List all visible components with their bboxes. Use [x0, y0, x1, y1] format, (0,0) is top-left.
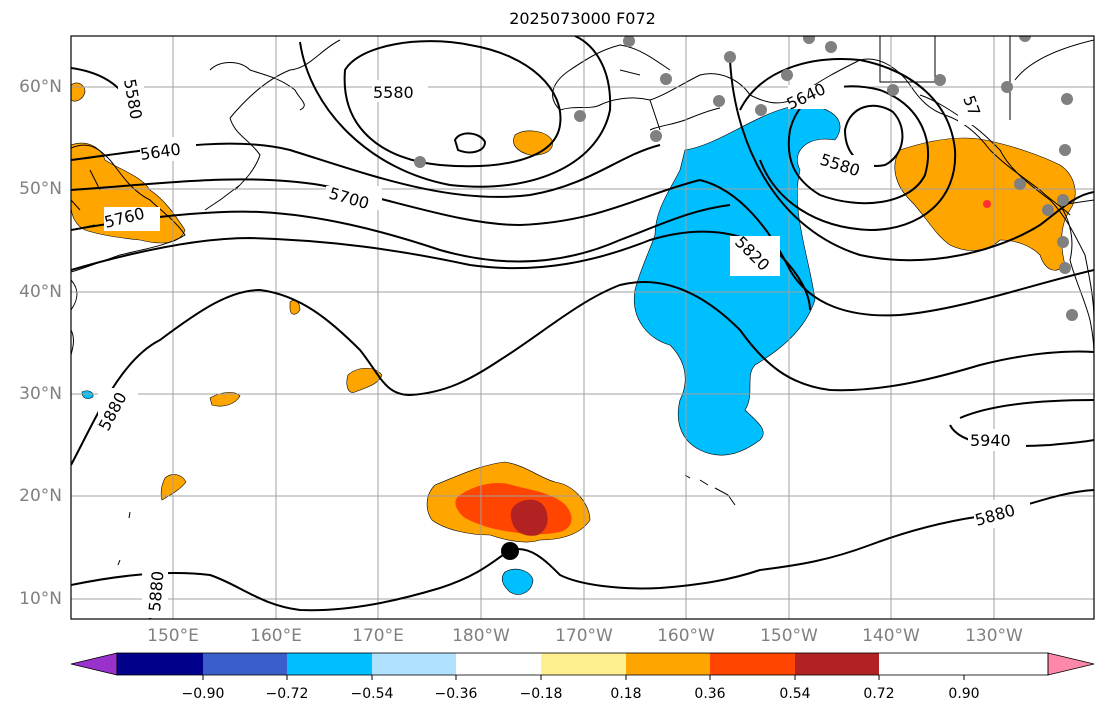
station-marker [887, 84, 899, 96]
contour-label: 5940 [970, 431, 1011, 450]
lat-label: 50°N [19, 179, 62, 199]
station-marker [755, 104, 767, 116]
contour-5880-south [71, 489, 1094, 612]
lat-label: 20°N [19, 486, 62, 506]
blue-blob-tiny [81, 390, 94, 399]
colorbar-tick-label: −0.54 [350, 686, 394, 702]
colorbar-right-extension [1047, 652, 1095, 676]
station-marker [1001, 81, 1013, 93]
orange-blob-1 [346, 367, 383, 393]
lon-label: 150°E [147, 626, 199, 646]
lat-label: 30°N [19, 384, 62, 404]
colorbar-bin [117, 653, 203, 675]
colorbar-bin [203, 653, 287, 675]
station-marker [1059, 262, 1071, 274]
colorbar-tick-label: 0.36 [694, 686, 726, 702]
darkred-central-pacific [510, 499, 548, 536]
colorbar-bin [710, 653, 795, 675]
station-marker [713, 95, 725, 107]
station-marker [825, 41, 837, 53]
station-marker [1059, 144, 1071, 156]
station-marker [934, 74, 946, 86]
station-marker [781, 69, 793, 81]
lat-label: 40°N [19, 282, 62, 302]
station-marker [1066, 309, 1078, 321]
station-marker [1014, 178, 1026, 190]
contour-5820-east [699, 179, 1094, 317]
lon-label: 140°W [862, 626, 920, 646]
lon-label: 180°W [452, 626, 510, 646]
station-marker [623, 36, 635, 47]
colorbar-bin [795, 653, 879, 675]
lon-label: 160°W [657, 626, 715, 646]
colorbar [70, 652, 1095, 680]
colorbar-tick-label: −0.36 [434, 686, 478, 702]
lat-label: 60°N [19, 77, 62, 97]
station-marker [1057, 236, 1069, 248]
contour-outer-bering [299, 36, 612, 188]
contour-5760 [71, 204, 731, 263]
lat-label: 10°N [19, 589, 62, 609]
colorbar-bin [541, 653, 626, 675]
blue-blob-small [501, 568, 534, 595]
graticule [71, 36, 1094, 619]
contour-ridge-east [729, 59, 1094, 262]
lon-label: 170°E [352, 626, 404, 646]
colorbar-tick-label: −0.18 [519, 686, 563, 702]
red-station-marker [983, 200, 991, 208]
anomaly-fills [71, 82, 1076, 595]
contour-label: 5880 [145, 570, 167, 612]
colorbar-frame [116, 652, 1049, 676]
contour-5940 [959, 399, 1094, 419]
page-title: 2025073000 F072 [509, 9, 656, 28]
colorbar-bin [372, 653, 456, 675]
contour-5640-east [739, 58, 957, 232]
storm-center-marker [501, 542, 519, 560]
lon-label: 170°W [555, 626, 613, 646]
station-marker [724, 51, 736, 63]
colorbar-tick-label: 0.18 [610, 686, 642, 702]
colorbar-bin [626, 653, 710, 675]
orange-asia-small [71, 82, 86, 102]
station-marker [1057, 194, 1069, 206]
station-marker [414, 156, 426, 168]
colorbar-tick-label: −0.90 [181, 686, 225, 702]
height-contours [71, 36, 1094, 619]
colorbar-tick-label: 0.72 [863, 686, 895, 702]
orange-bering [513, 130, 553, 156]
colorbar-bin [287, 653, 372, 675]
contour-5940-lower [949, 424, 1094, 447]
colorbar-bin [456, 653, 541, 675]
orange-blob-3 [160, 474, 187, 501]
blue-anomaly-region [633, 104, 841, 456]
station-marker [1019, 36, 1031, 42]
contour-label-halos [98, 72, 1030, 618]
contour-5880-trough [71, 281, 1094, 466]
station-marker [650, 130, 662, 142]
station-marker [574, 110, 586, 122]
lon-label: 160°E [250, 626, 302, 646]
colorbar-tick-label: 0.54 [779, 686, 811, 702]
station-marker [1042, 204, 1054, 216]
station-marker [1061, 93, 1073, 105]
map-area: 5580 5580 5640 5700 5760 5640 5580 5820 … [71, 36, 1094, 619]
colorbar-tick-label: 0.90 [948, 686, 980, 702]
colorbar-left-extension [70, 652, 118, 676]
lon-label: 150°W [760, 626, 818, 646]
station-marker [803, 36, 815, 44]
contour-label: 5580 [373, 83, 414, 102]
colorbar-tick-label: −0.72 [265, 686, 309, 702]
station-markers [414, 36, 1078, 321]
contour-low-center [453, 132, 487, 154]
contour-5700 [71, 178, 701, 227]
contour-5580-bering [343, 40, 562, 168]
station-marker [660, 73, 672, 85]
map-frame [70, 35, 1095, 620]
lon-label: 130°W [965, 626, 1023, 646]
